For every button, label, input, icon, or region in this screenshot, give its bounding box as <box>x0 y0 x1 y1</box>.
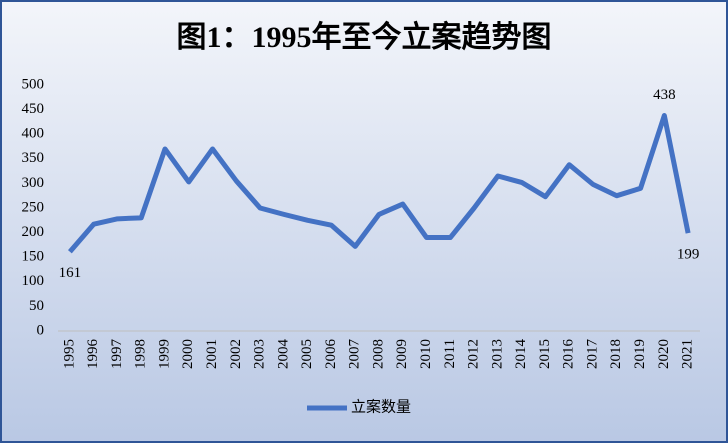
data-label: 161 <box>59 265 82 281</box>
y-tick-label: 200 <box>22 224 45 240</box>
x-tick-label: 1996 <box>85 339 101 370</box>
x-tick-label: 2015 <box>537 339 553 369</box>
x-tick-label: 2009 <box>394 339 410 369</box>
x-tick-label: 2007 <box>347 339 363 370</box>
y-tick-label: 250 <box>22 199 45 215</box>
data-label: 438 <box>653 87 676 103</box>
x-tick-label: 2006 <box>323 339 339 370</box>
data-label: 199 <box>677 247 700 263</box>
x-tick-label: 2000 <box>180 339 196 369</box>
y-tick-label: 450 <box>22 101 45 117</box>
x-tick-label: 2004 <box>275 339 291 370</box>
x-tick-label: 2013 <box>489 339 505 369</box>
x-tick-label: 2020 <box>656 339 672 369</box>
x-tick-label: 2001 <box>204 339 220 369</box>
x-tick-label: 2008 <box>370 339 386 369</box>
x-tick-label: 2003 <box>252 339 268 369</box>
y-tick-label: 400 <box>22 126 45 142</box>
y-tick-label: 0 <box>37 322 45 338</box>
y-tick-label: 50 <box>29 298 44 314</box>
x-tick-label: 1995 <box>61 339 77 369</box>
y-tick-label: 350 <box>22 150 45 166</box>
x-tick-label: 2011 <box>442 339 458 368</box>
y-tick-label: 300 <box>22 175 45 191</box>
y-tick-label: 500 <box>22 76 45 92</box>
x-tick-label: 2002 <box>228 339 244 369</box>
chart-title: 图1：1995年至今立案趋势图 <box>177 20 552 54</box>
legend-label: 立案数量 <box>351 397 411 415</box>
y-tick-label: 100 <box>22 273 45 289</box>
x-tick-label: 2005 <box>299 339 315 369</box>
line <box>67 113 691 254</box>
x-tick-label: 2017 <box>584 339 600 370</box>
y-tick-label: 150 <box>22 249 45 265</box>
x-tick-label: 1999 <box>156 339 172 369</box>
x-tick-label: 2016 <box>561 339 577 370</box>
x-tick-label: 2021 <box>680 339 696 369</box>
x-tick-label: 2018 <box>608 339 624 369</box>
x-tick-label: 1998 <box>133 339 149 369</box>
x-tick-label: 2019 <box>632 339 648 369</box>
x-tick-label: 2010 <box>418 339 434 369</box>
x-tick-label: 2012 <box>466 339 482 369</box>
x-tick-label: 1997 <box>109 339 125 370</box>
x-tick-label: 2014 <box>513 339 529 370</box>
